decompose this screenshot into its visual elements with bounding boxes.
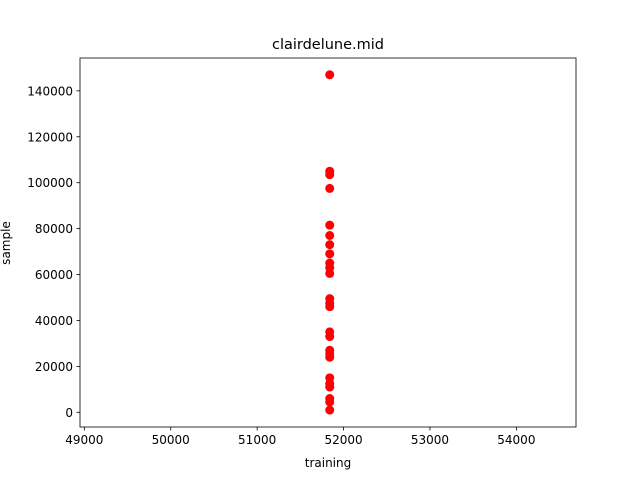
x-tick-label: 51000 [238,433,276,447]
x-tick-label: 50000 [152,433,190,447]
x-tick-label: 49000 [65,433,103,447]
data-point [325,332,335,342]
data-point [325,183,335,193]
y-tick-label: 140000 [27,84,73,98]
plot-area-frame [79,57,577,428]
data-point [325,352,335,362]
y-tick-label: 0 [65,406,73,420]
y-axis-label: sample [0,221,13,265]
y-tick-label: 20000 [35,360,73,374]
data-point [325,405,335,415]
data-point [325,240,335,250]
data-point [325,268,335,278]
y-tick-label: 120000 [27,130,73,144]
y-axis-ticks: 0 20000 40000 60000 80000 100000 120000 140000 [27,84,80,420]
x-tick-label: 54000 [497,433,535,447]
y-tick-label: 40000 [35,314,73,328]
data-points [325,70,335,415]
data-point [325,230,335,240]
x-axis-ticks: 49000 50000 51000 52000 53000 54000 [65,427,535,447]
data-point [325,170,335,180]
data-point [325,220,335,230]
data-point [325,382,335,392]
y-tick-label: 80000 [35,222,73,236]
y-tick-label: 100000 [27,176,73,190]
data-point [325,397,335,407]
x-tick-label: 53000 [411,433,449,447]
chart-title: clairdelune.mid [272,37,384,53]
y-tick-label: 60000 [35,268,73,282]
data-point [325,302,335,312]
x-axis-label: training [305,456,352,470]
x-tick-label: 52000 [324,433,362,447]
data-point [325,249,335,259]
data-point [325,70,335,80]
